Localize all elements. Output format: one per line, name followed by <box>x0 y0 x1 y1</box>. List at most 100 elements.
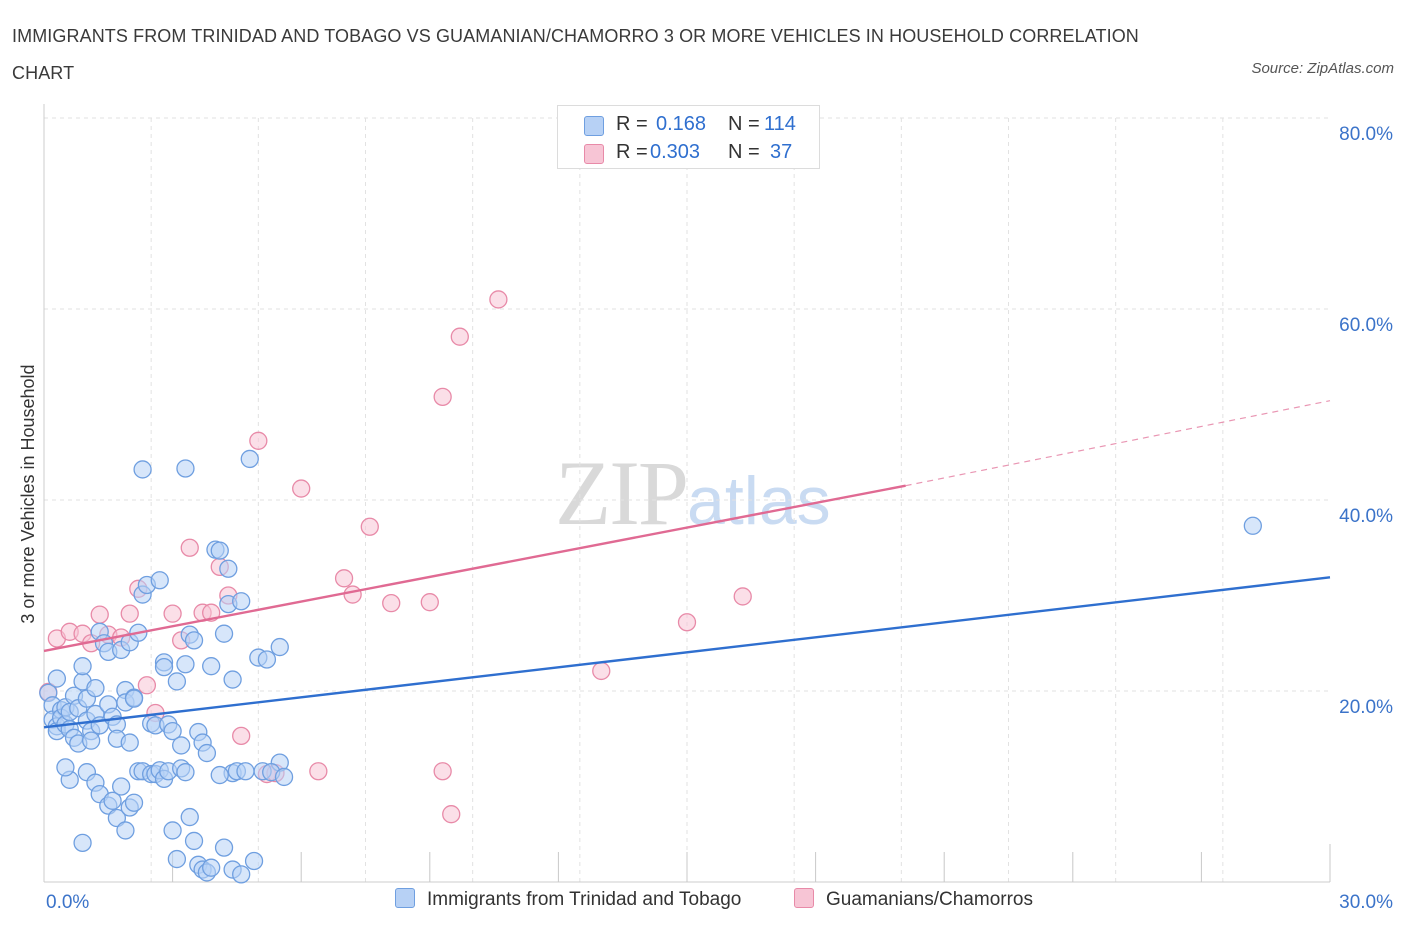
pink-data-point <box>442 805 461 824</box>
pink-data-point <box>489 290 508 309</box>
blue-data-point <box>167 672 187 691</box>
series-legend-pink: Guamanians/Chamorros <box>794 888 1033 911</box>
blue-data-point <box>232 865 251 884</box>
blue-data-point <box>73 833 92 852</box>
pink-data-point <box>137 676 157 695</box>
blue-data-point <box>56 758 75 777</box>
blue-data-point <box>176 655 195 674</box>
blue-data-point <box>124 793 144 812</box>
blue-data-point <box>47 669 67 688</box>
blue-data-point <box>270 637 289 657</box>
blue-data-point <box>124 689 144 708</box>
blue-data-point <box>202 657 221 676</box>
blue-series-points <box>39 449 1262 884</box>
blue-data-point <box>82 731 101 750</box>
blue-data-point <box>176 459 195 478</box>
blue-data-point <box>86 678 105 698</box>
pink-data-point <box>249 431 268 450</box>
blue-data-point <box>184 631 204 650</box>
blue-data-point <box>163 721 182 741</box>
blue-trend-line <box>43 576 1331 729</box>
watermark: ZIPatlas <box>555 440 831 546</box>
blue-data-point <box>214 838 234 857</box>
pink-data-point <box>592 661 611 681</box>
blue-data-point <box>202 858 221 877</box>
blue-data-point <box>133 460 152 479</box>
y-tick-label: 80.0% <box>1339 124 1393 145</box>
pink-data-point <box>433 762 452 781</box>
pink-series-points <box>39 290 752 824</box>
pink-data-point <box>733 587 752 606</box>
blue-data-point <box>197 743 217 763</box>
pink-trend-line <box>43 484 906 653</box>
blue-data-point <box>257 650 277 669</box>
blue-data-point <box>210 541 229 560</box>
chart-source: Source: ZipAtlas.com <box>1251 60 1394 77</box>
blue-data-point <box>116 821 135 840</box>
stats-legend: R = 0.168 N = 114 R = 0.303 N = 37 <box>557 105 820 169</box>
pink-data-point <box>343 585 362 604</box>
blue-data-point <box>120 733 139 752</box>
blue-data-point <box>73 657 92 676</box>
blue-data-point <box>150 571 169 590</box>
pink-data-point <box>232 726 251 746</box>
pink-data-point <box>90 605 109 624</box>
chart-title: IMMIGRANTS FROM TRINIDAD AND TOBAGO VS G… <box>12 26 1139 83</box>
y-tick-label: 40.0% <box>1339 506 1393 527</box>
blue-data-point <box>236 762 255 781</box>
x-tick-label: 0.0% <box>46 892 89 913</box>
blue-data-point <box>244 851 264 871</box>
y-tick-label: 60.0% <box>1339 315 1393 336</box>
blue-data-point <box>176 763 195 782</box>
pink-trend-extension <box>905 400 1331 487</box>
x-tick-label: 30.0% <box>1339 892 1393 913</box>
watermark-zip: ZIP <box>555 442 689 544</box>
y-tick-label: 20.0% <box>1339 697 1393 718</box>
y-axis-label: 3 or more Vehicles in Household <box>18 364 38 623</box>
watermark-atlas: atlas <box>687 463 831 539</box>
legend-r-value-blue: 0.168 <box>656 113 707 135</box>
pink-data-point <box>677 613 697 632</box>
series-legend-blue: Immigrants from Trinidad and Tobago <box>395 888 741 911</box>
blue-data-point <box>232 592 251 611</box>
series-name-pink: Guamanians/Chamorros <box>826 889 1033 910</box>
pink-data-point <box>450 327 469 346</box>
pink-data-point <box>334 569 354 588</box>
pink-data-point <box>180 538 199 557</box>
blue-data-point <box>1243 516 1262 535</box>
series-swatch-pink <box>794 888 814 908</box>
blue-data-point <box>223 670 242 689</box>
tick-labels: 20.0% 40.0% 60.0% 80.0% 0.0% 30.0% <box>46 124 1393 913</box>
legend-n-label: N = <box>728 113 760 135</box>
legend-n-value-pink: 37 <box>770 141 793 163</box>
pink-data-point <box>360 517 379 536</box>
blue-data-point <box>154 657 174 677</box>
pink-data-point <box>433 387 452 407</box>
blue-data-point <box>112 777 131 796</box>
legend-swatch-blue <box>584 116 604 136</box>
blue-data-point <box>107 808 127 828</box>
pink-data-point <box>309 762 328 781</box>
legend-swatch-pink <box>584 144 604 164</box>
pink-data-point <box>292 479 311 498</box>
blue-data-point <box>172 736 191 755</box>
series-name-blue: Immigrants from Trinidad and Tobago <box>427 889 742 910</box>
blue-data-point <box>103 791 122 810</box>
blue-data-point <box>167 849 187 869</box>
blue-data-point <box>184 831 204 851</box>
blue-data-point <box>210 765 229 785</box>
legend-n-value-blue: 114 <box>764 113 796 135</box>
axes <box>43 104 1331 883</box>
pink-data-point <box>120 604 139 623</box>
series-swatch-blue <box>395 888 415 908</box>
blue-data-point <box>219 559 238 578</box>
blue-data-point <box>163 821 182 840</box>
blue-data-point <box>214 624 234 643</box>
trend-lines <box>43 400 1331 729</box>
blue-data-point <box>240 449 259 469</box>
blue-data-point <box>180 807 199 827</box>
pink-data-point <box>382 593 401 613</box>
legend-r-label: R = <box>616 113 648 135</box>
legend-n-label: N = <box>728 141 760 163</box>
